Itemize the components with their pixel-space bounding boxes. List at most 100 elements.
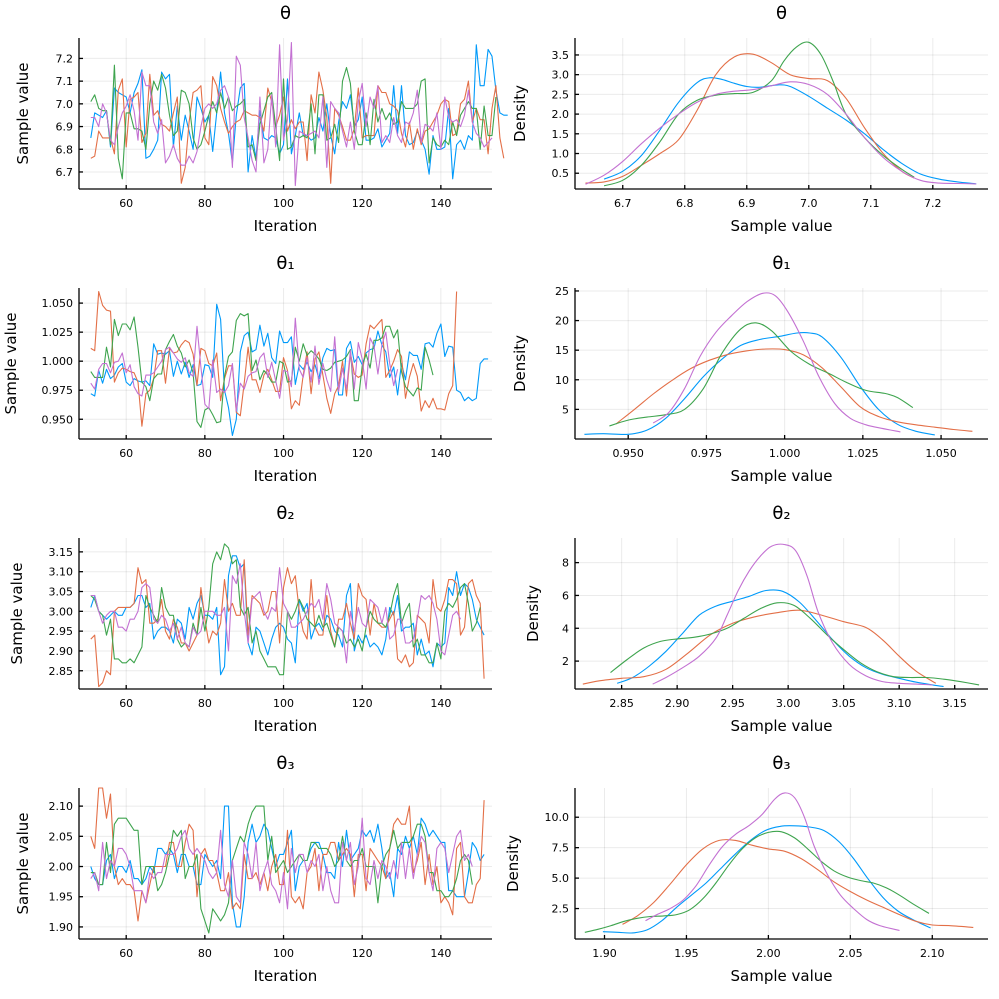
x-tick-label: 1.050 [925, 447, 957, 460]
y-tick-label: 1.90 [49, 921, 74, 934]
x-tick-label: 6.7 [614, 197, 632, 210]
y-axis-label: Sample value [14, 63, 32, 165]
theta1-trace-series-2 [90, 290, 458, 427]
theta3-trace-series-3 [90, 805, 473, 934]
theta-trace-series-4 [90, 41, 493, 187]
x-tick-label: 7.1 [862, 197, 880, 210]
theta3-trace-series-4 [90, 817, 473, 910]
x-tick-label: 120 [352, 447, 373, 460]
theta3-trace-series-2 [90, 787, 485, 922]
y-tick-label: 3.10 [49, 566, 74, 579]
x-tick-label: 140 [430, 197, 451, 210]
theta-trace-panel: 60 80 100 120 140 6.7 6.8 6.9 7.0 7.1 7.2 θ Iteratio… [14, 3, 508, 235]
x-axis-label: Iteration [254, 467, 318, 485]
y-tick-label: 7.5 [552, 842, 570, 855]
y-tick-label: 5 [562, 403, 569, 416]
x-tick-label: 7.2 [924, 197, 942, 210]
chart-title: θ [280, 3, 291, 24]
y-tick-label: 15 [555, 344, 569, 357]
x-tick-label: 1.000 [769, 447, 801, 460]
x-tick-label: 1.95 [674, 947, 699, 960]
theta2-density-panel: 2.85 2.90 2.95 3.00 3.05 3.10 3.15 2 4 6 8 θ₂ Sample… [524, 503, 988, 735]
x-tick-label: 2.05 [838, 947, 863, 960]
x-tick-label: 100 [273, 697, 294, 710]
y-tick-label: 5.0 [552, 872, 570, 885]
y-tick-label: 7.2 [56, 52, 74, 65]
y-tick-label: 3.15 [49, 546, 74, 559]
chart-title: θ₃ [276, 753, 294, 774]
x-axis-label: Iteration [254, 967, 318, 985]
chart-title: θ₂ [772, 503, 790, 524]
x-tick-label: 3.05 [831, 697, 856, 710]
theta-trace-series-1 [90, 44, 508, 180]
theta1-density-series-3 [609, 322, 914, 427]
theta3-trace-panel: 60 80 100 120 140 1.90 1.95 2.00 2.05 2.10 θ₃ Itera… [14, 753, 492, 985]
theta1-density-series-2 [615, 348, 973, 432]
x-tick-label: 80 [198, 697, 212, 710]
y-axis-label: Density [511, 85, 529, 142]
theta3-density-series-4 [645, 792, 900, 932]
x-tick-label: 0.950 [612, 447, 644, 460]
x-axis-label: Iteration [254, 717, 318, 735]
theta-trace-series-3 [90, 64, 497, 180]
theta2-trace-series-1 [90, 555, 485, 676]
y-tick-label: 1.95 [49, 891, 74, 904]
y-tick-label: 6.7 [56, 166, 74, 179]
y-tick-label: 1.5 [552, 128, 570, 141]
y-tick-label: 1.050 [42, 297, 74, 310]
y-axis-label: Density [511, 335, 529, 392]
y-tick-label: 2.05 [49, 830, 74, 843]
theta1-trace-series-3 [90, 313, 434, 428]
chart-title: θ₂ [276, 503, 294, 524]
x-tick-label: 6.8 [676, 197, 694, 210]
y-tick-label: 3.00 [49, 605, 74, 618]
x-tick-label: 2.10 [920, 947, 945, 960]
x-tick-label: 3.10 [887, 697, 912, 710]
x-tick-label: 6.9 [738, 197, 756, 210]
y-tick-label: 3.5 [552, 49, 570, 62]
y-tick-label: 10.0 [545, 811, 570, 824]
y-tick-label: 4 [562, 622, 569, 635]
x-tick-label: 140 [430, 697, 451, 710]
x-tick-label: 120 [352, 697, 373, 710]
y-tick-label: 2 [562, 655, 569, 668]
theta-trace-series-2 [90, 71, 505, 184]
y-tick-label: 2.95 [49, 625, 74, 638]
y-tick-label: 8 [562, 557, 569, 570]
theta2-density-series-3 [610, 602, 980, 686]
theta3-density-series-2 [622, 838, 974, 928]
y-tick-label: 3.05 [49, 586, 74, 599]
y-axis-label: Density [524, 585, 542, 642]
x-axis-label: Sample value [731, 967, 833, 985]
theta3-density-series-1 [602, 825, 931, 934]
x-tick-label: 100 [273, 947, 294, 960]
y-tick-label: 1.000 [42, 355, 74, 368]
y-axis-label: Sample value [8, 563, 26, 665]
x-tick-label: 120 [352, 947, 373, 960]
theta2-trace-panel: 60 80 100 120 140 2.85 2.90 2.95 3.00 3.05 3.10 3.1… [8, 503, 492, 735]
y-tick-label: 25 [555, 285, 569, 298]
x-tick-label: 80 [198, 197, 212, 210]
theta2-trace-series-3 [90, 543, 481, 676]
y-tick-label: 1.025 [42, 326, 74, 339]
y-tick-label: 7.0 [56, 98, 74, 111]
x-tick-label: 1.90 [592, 947, 617, 960]
y-tick-label: 2.90 [49, 645, 74, 658]
y-axis-label: Sample value [14, 813, 32, 915]
x-tick-label: 2.00 [756, 947, 781, 960]
x-axis-label: Sample value [731, 217, 833, 235]
y-tick-label: 2.10 [49, 800, 74, 813]
y-tick-label: 2.85 [49, 665, 74, 678]
x-axis-label: Sample value [731, 467, 833, 485]
x-tick-label: 60 [119, 697, 133, 710]
x-tick-label: 2.90 [665, 697, 690, 710]
x-tick-label: 100 [273, 447, 294, 460]
y-tick-label: 0.950 [42, 413, 74, 426]
theta3-density-series-3 [584, 830, 930, 933]
theta-density-panel: 6.7 6.8 6.9 7.0 7.1 7.2 0.5 1.0 1.5 2.0 2.5 3.0 3.5 θ… [511, 3, 988, 235]
y-tick-label: 20 [555, 315, 569, 328]
theta2-density-series-4 [652, 543, 933, 686]
y-tick-label: 0.5 [552, 167, 570, 180]
x-tick-label: 0.975 [691, 447, 723, 460]
y-tick-label: 2.0 [552, 108, 570, 121]
